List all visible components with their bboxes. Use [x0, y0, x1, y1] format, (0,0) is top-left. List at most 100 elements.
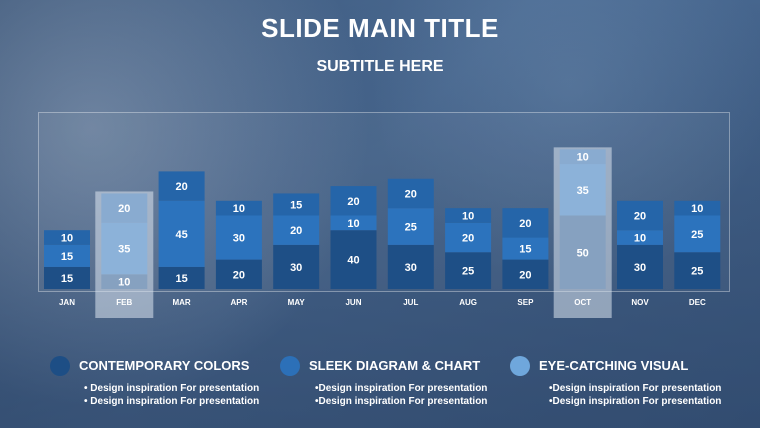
data-label: 20 [519, 269, 531, 281]
bar-segment [502, 208, 549, 238]
data-label: 15 [61, 273, 73, 285]
bar-group-nov: 30 10 20 NOV [617, 200, 663, 307]
slide-title: SLIDE MAIN TITLE [261, 13, 499, 43]
data-label: 10 [691, 203, 703, 215]
bar-segment [502, 259, 549, 289]
data-label: 20 [462, 233, 474, 245]
x-tick-label: JAN [59, 298, 75, 307]
data-label: 35 [118, 244, 130, 256]
bar-group-jul: 30 25 20 JUL [387, 178, 434, 307]
data-label: 20 [634, 211, 646, 223]
data-label: 30 [290, 262, 302, 274]
bar-segment [44, 244, 90, 267]
legend-item-2: SLEEK DIAGRAM & CHART [280, 356, 480, 376]
data-label: 35 [577, 185, 589, 197]
stacked-bar-chart: 151510JAN103520FEB154520MAR203010APR3020… [44, 147, 721, 318]
bar-segment [215, 200, 262, 216]
bar-segment [158, 200, 205, 267]
legend-bullet: •Design inspiration For presentation [315, 383, 488, 394]
bar-segment [273, 193, 320, 216]
legend-heading-1: CONTEMPORARY COLORS [79, 358, 250, 373]
data-label: 40 [347, 255, 359, 267]
x-tick-label: APR [230, 298, 247, 307]
x-tick-label: JUN [345, 298, 361, 307]
bar-segment [617, 200, 663, 231]
data-label: 20 [118, 203, 130, 215]
bar-group-dec: 25 25 10 DEC [674, 200, 721, 307]
data-label: 10 [233, 203, 245, 215]
data-label: 20 [175, 181, 187, 193]
legend-dot-2 [280, 356, 300, 376]
data-label: 30 [634, 262, 646, 274]
legend-bullets-3: •Design inspiration For presentation •De… [549, 382, 721, 408]
bar-segment [617, 230, 663, 245]
data-label: 15 [519, 244, 531, 256]
data-label: 10 [347, 218, 359, 230]
data-label: 20 [290, 225, 302, 237]
legend-bullets-2: •Design inspiration For presentation •De… [315, 382, 487, 408]
data-label: 20 [519, 218, 531, 230]
x-tick-label: FEB [116, 298, 132, 307]
x-tick-label: OCT [574, 298, 591, 307]
highlight-column [553, 147, 612, 318]
bar-group-oct: 50 35 10 OCT [553, 147, 612, 318]
bar-segment [502, 237, 549, 260]
x-tick-label: NOV [631, 298, 649, 307]
data-label: 25 [405, 222, 417, 234]
bar-segment [273, 215, 320, 245]
data-label: 15 [290, 199, 302, 211]
legend-item-1: CONTEMPORARY COLORS [50, 356, 249, 376]
x-tick-label: JUL [403, 298, 418, 307]
bar-segment [215, 259, 262, 289]
legend-bullet: •Design inspiration For presentation [549, 383, 722, 394]
bar-segment [273, 244, 320, 289]
data-label: 20 [347, 196, 359, 208]
bar-group-may: 30 20 15 MAY [273, 193, 320, 307]
legend-item-3: EYE-CATCHING VISUAL [510, 356, 688, 376]
data-label: 15 [61, 251, 73, 263]
bar-segment [44, 266, 90, 289]
data-label: 30 [233, 233, 245, 245]
bar-segment [215, 215, 262, 260]
data-label: 10 [118, 277, 130, 289]
legend-heading-2: SLEEK DIAGRAM & CHART [309, 358, 481, 373]
legend-dot-1 [50, 356, 70, 376]
bar-group-apr: 20 30 10 APR [215, 200, 262, 307]
data-label: 30 [405, 262, 417, 274]
slide-subtitle: SUBTITLE HERE [316, 58, 444, 75]
bar-group-sep: 20 15 20 SEP [502, 208, 549, 307]
bar-segment [330, 230, 377, 289]
data-label: 10 [61, 233, 73, 245]
bar-segment [158, 266, 205, 289]
bar-segment [387, 208, 434, 245]
highlight-column [95, 191, 154, 318]
bar-segment [330, 186, 377, 216]
bar-segment [674, 200, 721, 216]
legend-bullet: •Design inspiration For presentation [549, 396, 722, 407]
bar-segment [445, 208, 492, 223]
data-label: 50 [577, 247, 589, 259]
bar-segment [387, 178, 434, 209]
bar-group-jun: 40 10 20 JUN [330, 186, 377, 307]
legend-bullets-1: • Design inspiration For presentation • … [84, 382, 259, 408]
x-tick-label: SEP [517, 298, 534, 307]
bar-group-feb: 10 35 20 FEB [95, 191, 154, 318]
bar-segment [445, 252, 492, 289]
bar-segment [674, 215, 721, 253]
bar-group-jan: 15 15 10 JAN [44, 230, 90, 307]
x-tick-label: DEC [689, 298, 706, 307]
bar-segment [387, 244, 434, 289]
legend-bullet: • Design inspiration For presentation [84, 383, 260, 394]
bar-segment [158, 171, 205, 201]
x-tick-label: MAY [288, 298, 306, 307]
data-label: 10 [634, 233, 646, 245]
data-label: 25 [462, 266, 474, 278]
bar-segment [44, 230, 90, 245]
data-label: 15 [175, 273, 187, 285]
bar-segment [445, 222, 492, 253]
data-label: 25 [691, 266, 703, 278]
data-label: 45 [175, 229, 187, 241]
bar-segment [617, 244, 663, 289]
legend-bullet: • Design inspiration For presentation [84, 396, 260, 407]
data-label: 10 [577, 152, 589, 164]
